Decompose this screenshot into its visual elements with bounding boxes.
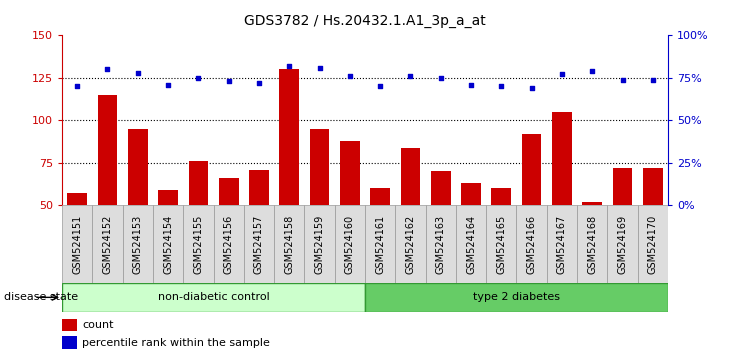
Point	[72, 84, 83, 89]
Bar	[62, 319, 77, 331]
Bar	[304, 205, 335, 283]
Text: disease state: disease state	[4, 292, 78, 302]
Bar	[486, 205, 517, 283]
Text: GSM524160: GSM524160	[345, 215, 355, 274]
Bar	[249, 170, 269, 205]
Point	[162, 82, 174, 87]
Point	[617, 77, 629, 82]
Bar	[98, 95, 118, 205]
Bar	[158, 190, 178, 205]
Bar	[426, 205, 456, 283]
Point	[496, 84, 507, 89]
Text: GDS3782 / Hs.20432.1.A1_3p_a_at: GDS3782 / Hs.20432.1.A1_3p_a_at	[244, 14, 486, 28]
Bar	[643, 168, 663, 205]
Text: non-diabetic control: non-diabetic control	[158, 292, 269, 302]
Text: GSM524154: GSM524154	[163, 215, 173, 274]
Text: GSM524158: GSM524158	[284, 215, 294, 274]
Text: GSM524169: GSM524169	[618, 215, 628, 274]
Text: count: count	[82, 320, 114, 330]
Point	[283, 63, 295, 69]
Text: GSM524164: GSM524164	[466, 215, 476, 274]
Bar	[123, 205, 153, 283]
Text: GSM524151: GSM524151	[72, 215, 82, 274]
Bar	[280, 69, 299, 205]
Text: GSM524156: GSM524156	[223, 215, 234, 274]
Point	[344, 73, 356, 79]
Bar	[370, 188, 390, 205]
Bar	[183, 205, 214, 283]
Bar	[340, 141, 360, 205]
Text: GSM524167: GSM524167	[557, 215, 567, 274]
Text: GSM524166: GSM524166	[526, 215, 537, 274]
Text: percentile rank within the sample: percentile rank within the sample	[82, 338, 270, 348]
Point	[253, 80, 265, 86]
Text: GSM524153: GSM524153	[133, 215, 143, 274]
Bar	[214, 205, 244, 283]
Bar	[93, 205, 123, 283]
Bar	[62, 336, 77, 349]
Point	[465, 82, 477, 87]
Bar	[583, 202, 602, 205]
Bar	[219, 178, 239, 205]
Bar	[456, 205, 486, 283]
Point	[132, 70, 144, 76]
Text: GSM524162: GSM524162	[405, 215, 415, 274]
Bar	[607, 205, 638, 283]
Bar	[431, 171, 450, 205]
Bar	[365, 283, 668, 312]
Bar	[365, 205, 396, 283]
Text: GSM524152: GSM524152	[102, 215, 112, 274]
Bar	[577, 205, 607, 283]
Point	[314, 65, 326, 70]
Bar	[153, 205, 183, 283]
Bar	[128, 129, 147, 205]
Point	[526, 85, 537, 91]
Bar	[522, 134, 542, 205]
Bar	[401, 148, 420, 205]
Bar	[461, 183, 481, 205]
Point	[556, 72, 568, 77]
Bar	[638, 205, 668, 283]
Bar	[547, 205, 577, 283]
Bar	[244, 205, 274, 283]
Point	[101, 67, 113, 72]
Bar	[517, 205, 547, 283]
Text: GSM524168: GSM524168	[587, 215, 597, 274]
Bar	[491, 188, 511, 205]
Text: GSM524161: GSM524161	[375, 215, 385, 274]
Text: GSM524163: GSM524163	[436, 215, 446, 274]
Point	[223, 79, 234, 84]
Text: GSM524159: GSM524159	[315, 215, 325, 274]
Bar	[67, 193, 87, 205]
Point	[435, 75, 447, 81]
Bar	[396, 205, 426, 283]
Bar	[62, 205, 93, 283]
Text: GSM524170: GSM524170	[648, 215, 658, 274]
Bar	[335, 205, 365, 283]
Point	[374, 84, 386, 89]
Text: GSM524157: GSM524157	[254, 215, 264, 274]
Text: GSM524155: GSM524155	[193, 215, 204, 274]
Bar	[310, 129, 329, 205]
Text: type 2 diabetes: type 2 diabetes	[473, 292, 560, 302]
Bar	[62, 283, 365, 312]
Point	[586, 68, 598, 74]
Text: GSM524165: GSM524165	[496, 215, 507, 274]
Point	[647, 77, 658, 82]
Bar	[274, 205, 304, 283]
Point	[193, 75, 204, 81]
Bar	[552, 112, 572, 205]
Bar	[188, 161, 208, 205]
Bar	[612, 168, 632, 205]
Point	[404, 73, 416, 79]
